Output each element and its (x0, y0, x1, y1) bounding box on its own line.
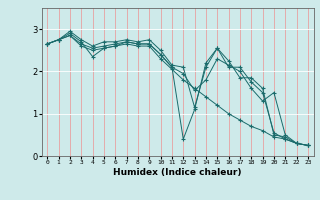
X-axis label: Humidex (Indice chaleur): Humidex (Indice chaleur) (113, 168, 242, 177)
